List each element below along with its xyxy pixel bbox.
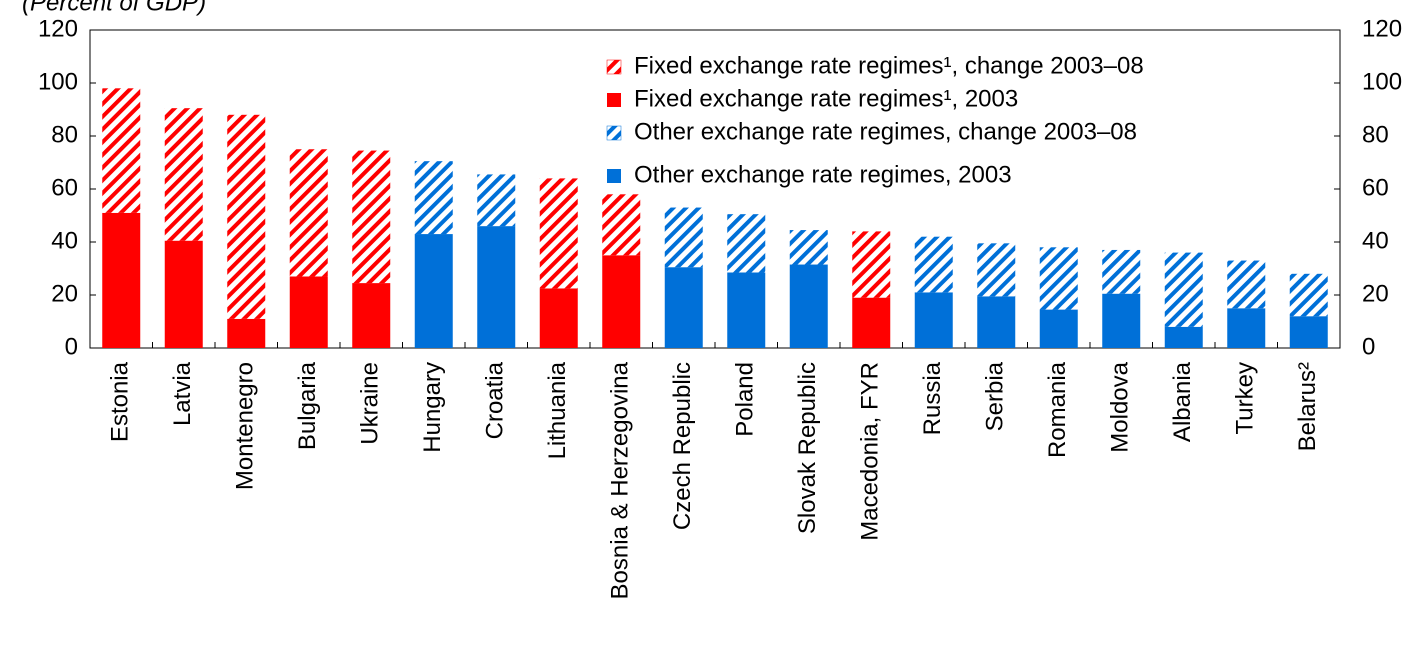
bar-segment — [539, 288, 578, 348]
legend-label: Other exchange rate regimes, 2003 — [634, 161, 1012, 188]
x-tick-label: Poland — [732, 362, 759, 437]
legend-swatch — [606, 125, 622, 141]
bar-segment — [789, 230, 828, 265]
bar-segment — [1289, 316, 1328, 348]
bar-segment — [539, 178, 578, 289]
bar-segment — [1102, 293, 1141, 348]
legend: Fixed exchange rate regimes¹, change 200… — [606, 52, 1144, 188]
y2-tick-label: 60 — [1362, 174, 1389, 201]
bar-segment — [1039, 247, 1078, 310]
legend-swatch — [606, 59, 622, 75]
bar-segment — [477, 226, 516, 348]
y-tick-label: 60 — [51, 174, 78, 201]
y2-tick-label: 20 — [1362, 280, 1389, 307]
bar-segment — [914, 236, 953, 293]
bar-segment — [352, 283, 391, 348]
x-tick-label: Lithuania — [544, 361, 571, 459]
x-tick-label: Croatia — [482, 361, 509, 439]
bar-segment — [727, 214, 766, 273]
x-tick-label: Latvia — [169, 361, 196, 426]
bar-segment — [227, 318, 266, 348]
bar-segment — [914, 292, 953, 348]
x-tick-label: Slovak Republic — [794, 362, 821, 534]
y-tick-label: 20 — [51, 280, 78, 307]
x-tick-label: Montenegro — [232, 362, 259, 490]
x-tick-label: Romania — [1044, 361, 1071, 458]
bar-segment — [602, 255, 641, 348]
y-tick-label: 0 — [65, 333, 78, 360]
bar-segment — [727, 272, 766, 348]
bar-segment — [289, 149, 328, 277]
y2-tick-label: 80 — [1362, 121, 1389, 148]
bar-segment — [602, 194, 641, 256]
bar-segment — [852, 231, 891, 298]
x-tick-label: Hungary — [419, 362, 446, 453]
bar-segment — [227, 114, 266, 319]
legend-label: Fixed exchange rate regimes¹, 2003 — [634, 85, 1018, 112]
x-tick-label: Czech Republic — [669, 362, 696, 530]
bar-segment — [977, 243, 1016, 297]
bar-segment — [664, 207, 703, 268]
y-tick-label: 120 — [38, 15, 78, 42]
bar-segment — [164, 240, 203, 348]
x-tick-label: Serbia — [982, 361, 1009, 431]
x-tick-label: Moldova — [1107, 361, 1134, 452]
bar-segment — [1227, 308, 1266, 348]
y-tick-label: 80 — [51, 121, 78, 148]
bar-segment — [1227, 260, 1266, 309]
bar-segment — [164, 108, 203, 241]
bar-segment — [414, 234, 453, 348]
x-tick-label: Bulgaria — [294, 361, 321, 450]
bar-segment — [1102, 249, 1141, 294]
x-tick-label: Bosnia & Herzegovina — [607, 361, 634, 599]
bar-segment — [664, 267, 703, 348]
x-tick-label: Turkey — [1232, 362, 1259, 434]
x-tick-label: Albania — [1169, 361, 1196, 442]
bar-segment — [414, 161, 453, 235]
legend-label: Other exchange rate regimes, change 2003… — [634, 118, 1137, 145]
bar-segment — [1164, 326, 1203, 348]
bar-segment — [289, 276, 328, 348]
x-tick-label: Belarus² — [1294, 362, 1321, 451]
legend-swatch — [607, 169, 621, 183]
y-tick-label: 100 — [38, 68, 78, 95]
bar-segment — [1289, 273, 1328, 317]
x-tick-label: Ukraine — [357, 362, 384, 445]
x-tick-label: Estonia — [107, 361, 134, 442]
bar-segment — [852, 297, 891, 348]
x-tick-label: Russia — [919, 361, 946, 435]
legend-label: Fixed exchange rate regimes¹, change 200… — [634, 52, 1144, 79]
bar-segment — [352, 150, 391, 284]
y2-tick-label: 0 — [1362, 333, 1375, 360]
y2-tick-label: 120 — [1362, 15, 1402, 42]
bar-segment — [977, 296, 1016, 348]
bar-segment — [477, 174, 516, 227]
bar-segment — [102, 212, 141, 348]
bar-segment — [789, 264, 828, 348]
y-tick-label: 40 — [51, 227, 78, 254]
y2-tick-label: 40 — [1362, 227, 1389, 254]
bar-segment — [1039, 309, 1078, 348]
legend-swatch — [607, 93, 621, 107]
bar-segment — [102, 88, 141, 213]
bar-segment — [1164, 252, 1203, 327]
y2-tick-label: 100 — [1362, 68, 1402, 95]
x-tick-label: Macedonia, FYR — [857, 362, 884, 541]
chart-subtitle: (Percent of GDP) — [22, 0, 206, 16]
